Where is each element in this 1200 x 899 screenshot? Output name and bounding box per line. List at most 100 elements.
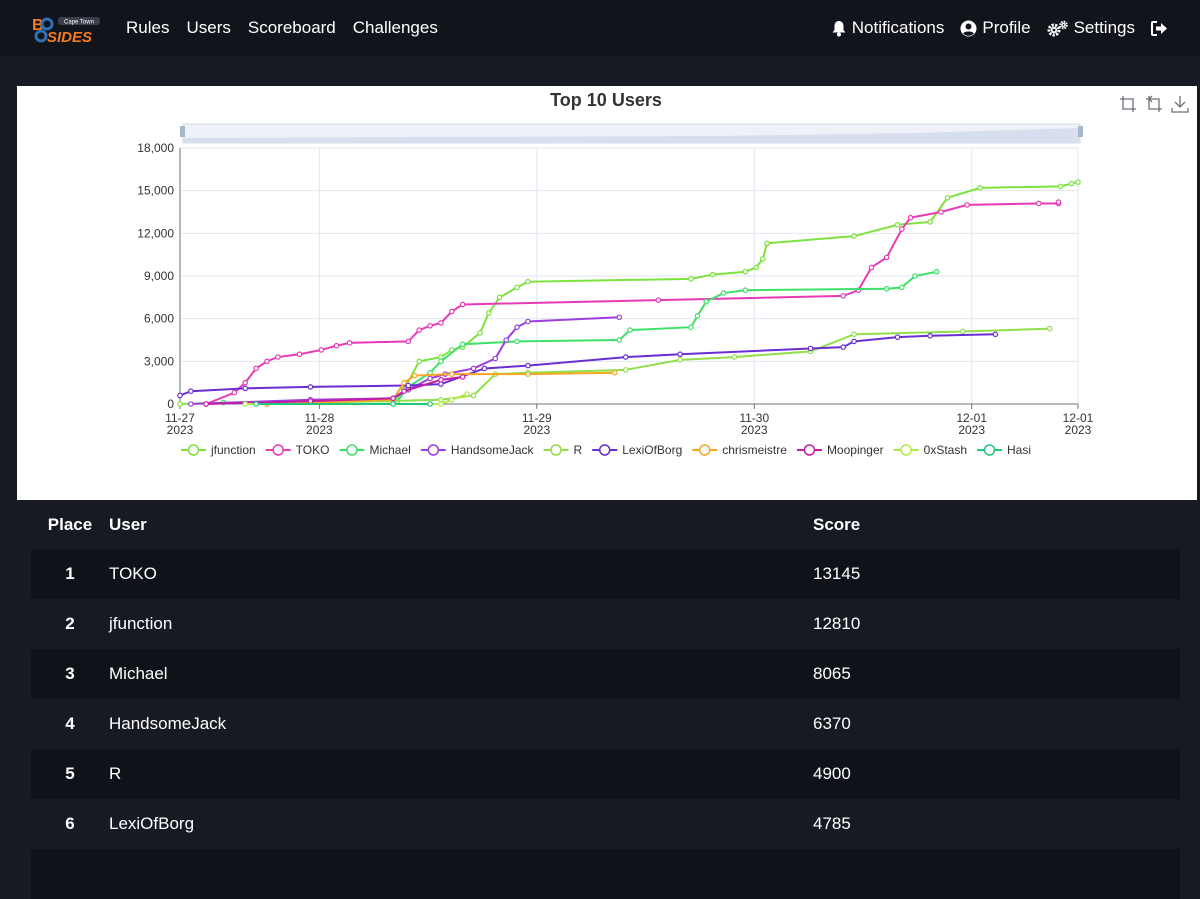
data-point[interactable] bbox=[851, 338, 857, 345]
data-point[interactable] bbox=[944, 194, 951, 201]
data-point[interactable] bbox=[492, 355, 499, 362]
data-point[interactable] bbox=[481, 365, 488, 372]
data-point[interactable] bbox=[731, 354, 738, 360]
data-point[interactable] bbox=[242, 385, 249, 392]
row-user-link[interactable]: R bbox=[109, 749, 813, 799]
data-point[interactable] bbox=[203, 401, 209, 407]
data-point[interactable] bbox=[253, 401, 259, 407]
data-point[interactable] bbox=[525, 362, 531, 369]
row-user-link[interactable]: Michael bbox=[109, 649, 813, 699]
data-point[interactable] bbox=[242, 401, 249, 407]
data-point[interactable] bbox=[242, 379, 249, 386]
data-point[interactable] bbox=[412, 372, 418, 379]
data-point[interactable] bbox=[459, 301, 466, 308]
data-point[interactable] bbox=[899, 284, 905, 291]
legend-item-TOKO[interactable]: TOKO bbox=[265, 443, 330, 457]
nav-users[interactable]: Users bbox=[186, 18, 231, 37]
row-user-link[interactable]: TOKO bbox=[109, 549, 813, 599]
nav-notifications[interactable]: Notifications bbox=[831, 18, 944, 38]
data-point[interactable] bbox=[622, 354, 629, 360]
data-point[interactable] bbox=[264, 358, 270, 365]
data-point[interactable] bbox=[992, 331, 999, 338]
data-point[interactable] bbox=[742, 287, 749, 294]
save-image-icon[interactable] bbox=[1171, 95, 1189, 113]
legend-item-0xStash[interactable]: 0xStash bbox=[893, 443, 967, 457]
data-point[interactable] bbox=[401, 388, 407, 395]
data-point[interactable] bbox=[514, 324, 520, 331]
data-point[interactable] bbox=[1046, 325, 1053, 332]
data-point[interactable] bbox=[231, 389, 238, 396]
data-point[interactable] bbox=[496, 294, 503, 301]
data-point[interactable] bbox=[333, 342, 340, 349]
data-point[interactable] bbox=[525, 318, 531, 325]
data-point[interactable] bbox=[464, 391, 470, 397]
data-zoom-handle-left[interactable] bbox=[180, 126, 185, 137]
nav-rules[interactable]: Rules bbox=[126, 18, 170, 37]
data-point[interactable] bbox=[1036, 200, 1042, 207]
data-point[interactable] bbox=[688, 276, 694, 282]
data-point[interactable] bbox=[470, 365, 477, 372]
data-point[interactable] bbox=[933, 268, 940, 275]
data-zoom-slider[interactable] bbox=[180, 123, 1083, 144]
data-point[interactable] bbox=[694, 313, 701, 319]
nav-profile[interactable]: Profile bbox=[960, 18, 1031, 38]
nav-settings[interactable]: Settings bbox=[1047, 18, 1135, 38]
data-point[interactable] bbox=[677, 357, 683, 363]
data-point[interactable] bbox=[427, 401, 433, 407]
data-point[interactable] bbox=[764, 240, 770, 247]
data-point[interactable] bbox=[438, 401, 444, 407]
data-point[interactable] bbox=[459, 374, 466, 380]
zoom-select-icon[interactable] bbox=[1119, 95, 1137, 113]
data-point[interactable] bbox=[907, 214, 914, 221]
row-user-link[interactable] bbox=[109, 849, 813, 899]
data-point[interactable] bbox=[622, 367, 629, 373]
data-point[interactable] bbox=[307, 384, 314, 390]
data-point[interactable] bbox=[390, 395, 396, 402]
data-point[interactable] bbox=[703, 298, 709, 305]
data-point[interactable] bbox=[927, 332, 933, 339]
data-point[interactable] bbox=[883, 254, 890, 261]
data-point[interactable] bbox=[448, 371, 455, 377]
data-point[interactable] bbox=[296, 351, 303, 358]
data-point[interactable] bbox=[438, 358, 444, 365]
data-point[interactable] bbox=[1068, 180, 1075, 187]
data-point[interactable] bbox=[438, 320, 444, 326]
data-point[interactable] bbox=[485, 310, 492, 316]
data-point[interactable] bbox=[188, 401, 194, 407]
data-point[interactable] bbox=[927, 219, 933, 225]
data-point[interactable] bbox=[401, 379, 407, 386]
data-point[interactable] bbox=[851, 331, 857, 338]
data-point[interactable] bbox=[405, 382, 412, 389]
data-point[interactable] bbox=[742, 268, 749, 275]
data-point[interactable] bbox=[938, 209, 944, 215]
data-point[interactable] bbox=[459, 341, 466, 348]
data-point[interactable] bbox=[448, 396, 455, 403]
data-point[interactable] bbox=[677, 351, 683, 358]
data-point[interactable] bbox=[868, 264, 875, 271]
data-point[interactable] bbox=[416, 358, 422, 365]
legend-item-Moopinger[interactable]: Moopinger bbox=[796, 443, 884, 457]
data-point[interactable] bbox=[1057, 183, 1064, 190]
data-point[interactable] bbox=[807, 345, 814, 352]
data-point[interactable] bbox=[899, 226, 905, 232]
nav-challenges[interactable]: Challenges bbox=[352, 18, 438, 37]
data-point[interactable] bbox=[840, 344, 846, 350]
data-point[interactable] bbox=[525, 371, 531, 377]
data-point[interactable] bbox=[616, 337, 623, 343]
data-point[interactable] bbox=[390, 401, 396, 407]
data-point[interactable] bbox=[253, 365, 259, 372]
legend-item-Michael[interactable]: Michael bbox=[339, 443, 411, 457]
data-point[interactable] bbox=[307, 398, 314, 404]
data-zoom-handle-right[interactable] bbox=[1078, 126, 1083, 137]
legend-item-chrismeistre[interactable]: chrismeistre bbox=[692, 443, 787, 457]
data-point[interactable] bbox=[177, 392, 183, 399]
data-point[interactable] bbox=[851, 233, 857, 239]
data-point[interactable] bbox=[448, 308, 455, 315]
data-point[interactable] bbox=[655, 297, 662, 303]
data-point[interactable] bbox=[188, 388, 194, 395]
data-point[interactable] bbox=[759, 256, 766, 262]
data-point[interactable] bbox=[840, 293, 846, 299]
data-point[interactable] bbox=[477, 330, 483, 336]
row-user-link[interactable]: HandsomeJack bbox=[109, 699, 813, 749]
data-point[interactable] bbox=[318, 347, 325, 353]
